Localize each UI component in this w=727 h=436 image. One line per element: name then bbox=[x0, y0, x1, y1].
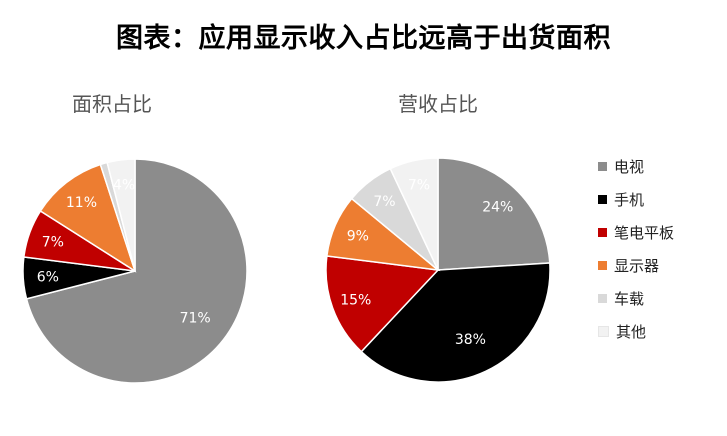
legend-label: 其他 bbox=[616, 323, 647, 341]
revenue-chart-title: 营收占比 bbox=[398, 92, 478, 116]
legend-swatch bbox=[598, 326, 609, 337]
legend-swatch bbox=[598, 162, 607, 171]
revenue-slice-label-automotive: 7% bbox=[373, 194, 395, 210]
revenue-slice-label-monitor: 9% bbox=[347, 228, 369, 244]
main-title: 图表：应用显示收入占比远高于出货面积 bbox=[116, 23, 611, 54]
revenue-slice-label-phone: 38% bbox=[455, 332, 486, 348]
revenue-slice-label-laptop-tablet: 15% bbox=[340, 293, 371, 309]
area-slice-tv bbox=[25, 158, 248, 384]
area-pie-chart: 71% 6% 7% 11% 4% bbox=[22, 158, 248, 384]
legend-label: 电视 bbox=[614, 158, 645, 176]
area-slice-label-phone: 6% bbox=[37, 269, 59, 285]
legend-item-other: 其他 bbox=[598, 315, 674, 348]
legend-item-automotive: 车载 bbox=[598, 282, 674, 315]
legend-swatch bbox=[598, 228, 607, 237]
legend-item-phone: 手机 bbox=[598, 183, 674, 216]
area-slice-label-monitor: 11% bbox=[66, 195, 97, 211]
legend-item-tv: 电视 bbox=[598, 150, 674, 183]
area-slice-monitor bbox=[39, 163, 137, 273]
area-slice-label-laptop-tablet: 7% bbox=[42, 234, 64, 250]
area-slice-label-other: 4% bbox=[113, 177, 135, 193]
area-slice-other bbox=[106, 158, 136, 272]
revenue-slice-laptop-tablet bbox=[325, 255, 440, 353]
area-chart-title: 面积占比 bbox=[72, 92, 152, 116]
legend-item-monitor: 显示器 bbox=[598, 249, 674, 282]
legend-label: 笔电平板 bbox=[614, 224, 675, 242]
revenue-slice-label-other: 7% bbox=[408, 178, 430, 194]
revenue-slice-tv bbox=[437, 157, 551, 271]
legend-item-laptop-tablet: 笔电平板 bbox=[598, 216, 674, 249]
area-slice-label-tv: 71% bbox=[180, 311, 211, 327]
legend-swatch bbox=[598, 261, 607, 270]
legend: 电视 手机 笔电平板 显示器 车载 其他 bbox=[598, 150, 674, 348]
legend-label: 显示器 bbox=[614, 257, 660, 275]
legend-label: 车载 bbox=[614, 290, 645, 308]
revenue-slice-phone bbox=[360, 262, 551, 383]
revenue-slice-other bbox=[389, 157, 439, 271]
legend-label: 手机 bbox=[614, 191, 645, 209]
revenue-pie-chart: 24% 38% 15% 9% 7% 7% bbox=[325, 157, 551, 383]
legend-swatch bbox=[598, 195, 607, 204]
legend-swatch bbox=[598, 294, 607, 303]
revenue-slice-label-tv: 24% bbox=[482, 199, 513, 215]
